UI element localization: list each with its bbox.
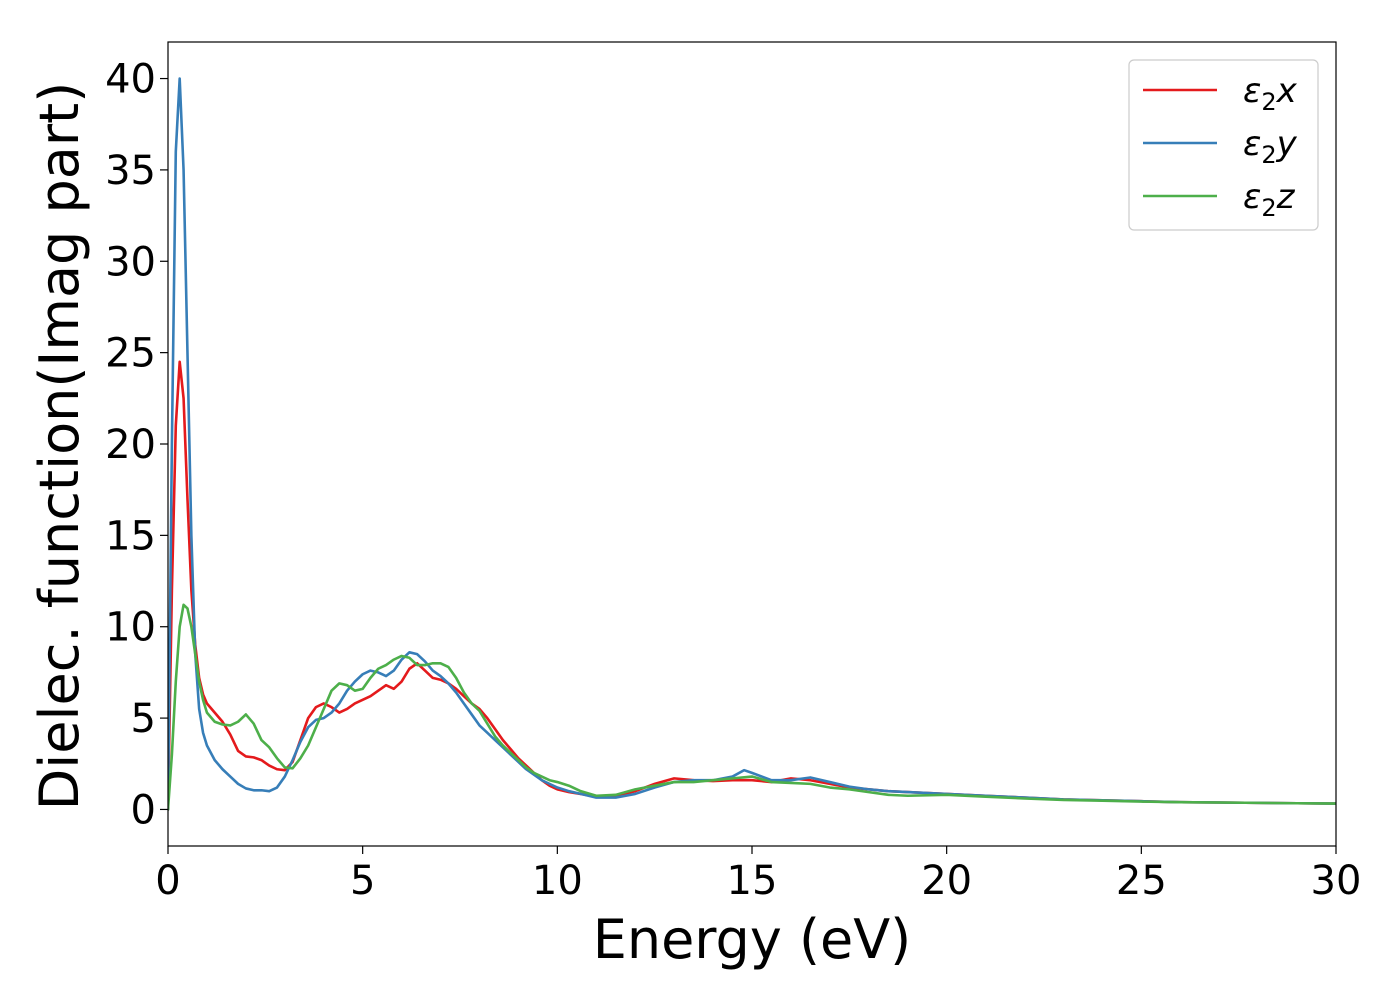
series-lines — [168, 77, 1336, 811]
y-axis-label: Dielec. function(Imag part) — [28, 82, 91, 811]
y-tick-label: 40 — [105, 57, 156, 103]
legend-label-subscript: 2 — [1261, 88, 1276, 116]
legend-label-suffix: y — [1276, 124, 1298, 164]
x-axis-label: Energy (eV) — [593, 908, 912, 971]
series-line-z — [168, 603, 1336, 811]
legend-box — [1128, 59, 1319, 231]
legend-label-x: ε2x — [1243, 71, 1298, 116]
legend-label-base: ε — [1243, 71, 1261, 111]
legend-label-y: ε2y — [1243, 124, 1298, 169]
y-tick-label: 15 — [105, 513, 156, 559]
x-tick-label: 5 — [350, 858, 375, 904]
legend-label-z: ε2z — [1243, 177, 1296, 222]
x-tick-label: 25 — [1116, 858, 1167, 904]
y-tick-label: 35 — [105, 148, 156, 194]
y-tick-label: 20 — [105, 422, 156, 468]
legend-label-base: ε — [1243, 177, 1261, 217]
y-tick-label: 10 — [105, 605, 156, 651]
x-tick-label: 30 — [1311, 858, 1362, 904]
y-tick-label: 5 — [131, 696, 156, 742]
x-tick-label: 15 — [727, 858, 778, 904]
legend-label-subscript: 2 — [1261, 141, 1276, 169]
series-line-y — [168, 77, 1336, 811]
y-tick-label: 25 — [105, 331, 156, 377]
legend-label-base: ε — [1243, 124, 1261, 164]
x-tick-label: 10 — [532, 858, 583, 904]
series-line-x — [168, 360, 1336, 811]
y-axis: 0 5 10 15 20 25 30 35 40 — [105, 57, 168, 833]
x-tick-label: 0 — [155, 858, 180, 904]
x-axis: 0 5 10 15 20 25 30 — [155, 846, 1361, 904]
x-tick-label: 20 — [921, 858, 972, 904]
legend-label-subscript: 2 — [1261, 194, 1276, 222]
legend-label-suffix: z — [1276, 177, 1296, 217]
y-tick-label: 30 — [105, 239, 156, 285]
legend-label-suffix: x — [1276, 71, 1298, 111]
y-tick-label: 0 — [131, 787, 156, 833]
